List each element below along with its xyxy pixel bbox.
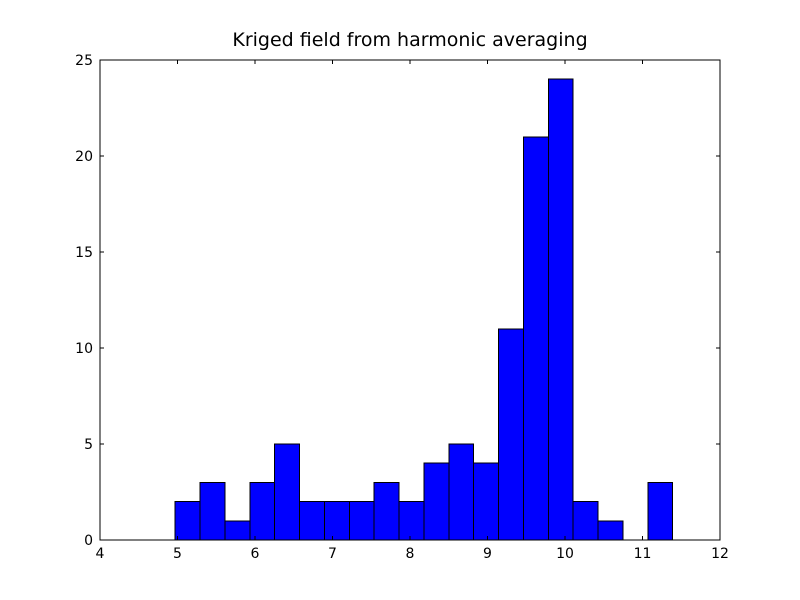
y-tick-label: 15 xyxy=(75,245,93,261)
histogram-bar xyxy=(597,520,624,541)
x-tick-label: 11 xyxy=(634,546,652,562)
histogram-bar xyxy=(224,520,251,541)
histogram-bar xyxy=(199,481,226,541)
histogram-bar xyxy=(348,501,375,541)
plot-frame xyxy=(99,59,721,541)
x-tick-label: 9 xyxy=(483,546,492,562)
x-tick-label: 7 xyxy=(328,546,337,562)
histogram-bar xyxy=(323,501,350,541)
histogram-bar xyxy=(373,481,400,541)
x-tick-label: 10 xyxy=(556,546,574,562)
x-tick-label: 4 xyxy=(96,546,105,562)
histogram-bar xyxy=(249,481,276,541)
histogram-bar xyxy=(174,501,201,541)
histogram-bar xyxy=(547,78,574,541)
histogram-bar xyxy=(423,462,450,541)
histogram-bar xyxy=(498,328,524,541)
axes-layer: 4 5 6 7 8 9 10 11 12 0 5 10 15 20 25 xyxy=(75,53,729,562)
y-tick-label: 20 xyxy=(75,149,93,165)
y-tick-label: 0 xyxy=(84,533,93,549)
histogram-bar xyxy=(473,462,500,541)
histogram-bar xyxy=(299,501,325,541)
chart-title: Kriged field from harmonic averaging xyxy=(232,29,587,51)
histogram-bar xyxy=(448,443,475,541)
histogram-bar xyxy=(398,501,425,541)
x-tick-label: 12 xyxy=(711,546,729,562)
histogram-bar xyxy=(522,136,549,541)
y-tick-label: 10 xyxy=(75,341,93,357)
x-tick-label: 5 xyxy=(173,546,182,562)
bars-layer xyxy=(174,78,674,541)
histogram-bar xyxy=(274,443,301,541)
y-tick-label: 5 xyxy=(84,437,93,453)
x-tick-label: 6 xyxy=(251,546,260,562)
y-tick-label: 25 xyxy=(75,53,93,69)
histogram-bar xyxy=(572,501,599,541)
histogram-bar xyxy=(647,481,674,541)
x-tick-label: 8 xyxy=(406,546,415,562)
